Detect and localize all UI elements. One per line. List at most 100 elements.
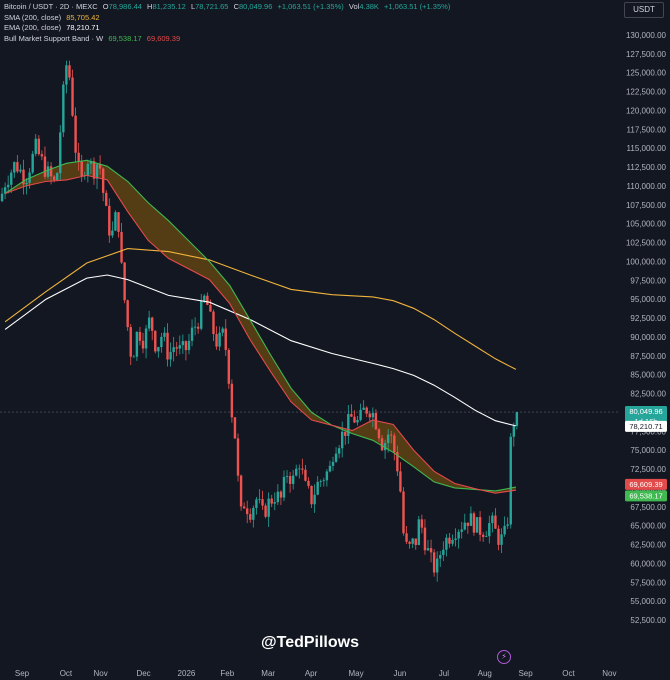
candle-body (221, 328, 224, 333)
candle-body (212, 311, 215, 335)
y-tick-label: 100,000.00 (626, 257, 667, 266)
candle-body (178, 345, 181, 349)
candle-body (442, 549, 445, 556)
candle-body (77, 152, 80, 162)
x-tick-label: Sep (15, 669, 30, 678)
low-label: L (190, 2, 196, 11)
candle-body (426, 548, 430, 551)
candle-body (295, 468, 298, 476)
candle-body (466, 522, 470, 526)
candle-body (52, 176, 56, 180)
candle-body (108, 205, 111, 236)
y-tick-label: 120,000.00 (626, 106, 667, 115)
candle-body (71, 77, 74, 116)
candle-body (46, 166, 50, 177)
sma-label: SMA (200, close) (4, 12, 62, 22)
currency-selector-button[interactable]: USDT (624, 2, 664, 18)
candle-body (472, 513, 476, 533)
candle-body (463, 522, 466, 530)
candle-body (224, 328, 227, 350)
vol-change-value: +1,063.51 (+1.35%) (384, 2, 451, 11)
candle-body (298, 468, 301, 470)
x-tick-label: Dec (136, 669, 150, 678)
symbol-label[interactable]: Bitcoin / USDT · 2D · MEXC (4, 2, 98, 11)
candle-body (59, 132, 62, 174)
candle-body (31, 153, 34, 173)
x-tick-label: Jun (393, 669, 406, 678)
candle-body (236, 438, 240, 476)
candle-body (396, 452, 399, 472)
candle-body (310, 485, 313, 505)
candle-body (267, 498, 270, 517)
candle-body (114, 212, 117, 231)
candle-body (203, 295, 206, 301)
x-tick-label: Nov (602, 669, 616, 678)
candle-body (356, 419, 359, 423)
y-tick-label: 110,000.00 (627, 182, 667, 191)
candle-body (252, 507, 255, 520)
price-label-text: 69,609.39 (629, 480, 662, 489)
candle-body (169, 352, 172, 360)
candle-body (365, 407, 368, 414)
support-band-upper-line (4, 159, 517, 492)
candle-body (475, 517, 479, 533)
legend-bmsb-row[interactable]: Bull Market Support Band · W 69,538.17 6… (4, 34, 450, 45)
candle-body (264, 505, 267, 517)
candle-body (423, 527, 427, 551)
candle-body (316, 481, 319, 495)
y-tick-label: 130,000.00 (626, 31, 667, 40)
x-tick-label: Oct (562, 669, 575, 678)
candle-body (65, 65, 68, 85)
candle-body (362, 407, 365, 410)
x-tick-label: Nov (94, 669, 108, 678)
candle-body (16, 162, 19, 172)
x-tick-label: 2026 (178, 669, 196, 678)
change-value: +1,063.51 (+1.35%) (277, 2, 344, 11)
candle-body (279, 491, 283, 498)
y-tick-label: 52,500.00 (630, 616, 666, 625)
chart-legend: Bitcoin / USDT · 2D · MEXC O78,986.44 H8… (4, 2, 450, 44)
candle-body (313, 494, 316, 505)
x-tick-label: Aug (478, 669, 492, 678)
candle-body (347, 414, 350, 436)
candle-body (126, 300, 129, 328)
y-tick-label: 107,500.00 (626, 201, 667, 210)
candle-body (322, 480, 326, 482)
candle-body (89, 161, 93, 164)
x-tick-label: Apr (305, 669, 318, 678)
candle-body (344, 431, 347, 436)
candle-body (420, 519, 424, 528)
candle-body (10, 172, 13, 185)
candle-body (193, 326, 197, 328)
close-label: C (233, 2, 239, 11)
candle-body (184, 341, 188, 351)
candle-body (200, 300, 203, 329)
y-tick-label: 62,500.00 (630, 541, 666, 550)
x-tick-label: Mar (261, 669, 275, 678)
candle-body (432, 552, 436, 573)
candle-body (451, 539, 454, 544)
bmsb-value-1: 69,538.17 (108, 33, 142, 43)
candle-body (411, 538, 414, 544)
candle-body (86, 163, 90, 176)
price-label-text: 69,538.17 (629, 491, 662, 500)
candle-body (304, 469, 307, 481)
candle-body (163, 332, 166, 337)
candle-body (255, 499, 258, 508)
legend-symbol-row: Bitcoin / USDT · 2D · MEXC O78,986.44 H8… (4, 2, 450, 13)
candle-body (386, 434, 390, 444)
lightning-icon[interactable]: ⚡ (497, 650, 511, 664)
x-tick-label: Jul (439, 669, 449, 678)
candle-body (478, 517, 482, 535)
bmsb-value-2: 69,609.39 (146, 33, 181, 43)
candle-body (25, 182, 28, 185)
candle-body (435, 558, 439, 573)
candle-body (509, 436, 512, 525)
candle-body (258, 499, 261, 500)
legend-sma-row[interactable]: SMA (200, close) 85,705.42 (4, 13, 450, 24)
candle-body (494, 515, 497, 529)
y-tick-label: 65,000.00 (630, 522, 666, 531)
y-tick-label: 97,500.00 (630, 276, 666, 285)
legend-ema-row[interactable]: EMA (200, close) 78,210.71 (4, 23, 450, 34)
